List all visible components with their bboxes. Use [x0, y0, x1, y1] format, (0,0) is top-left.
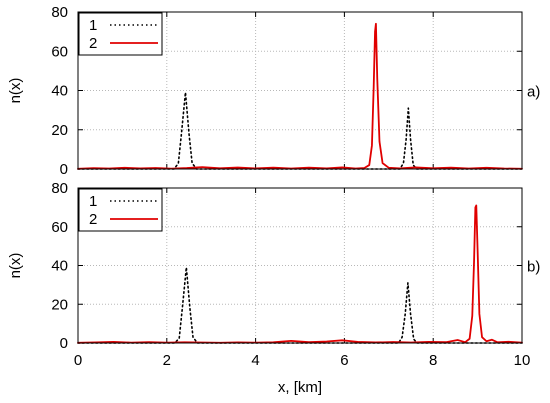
legend-label-2: 2 [89, 35, 97, 52]
y-tick-label: 20 [51, 296, 68, 313]
panel-label: b) [527, 259, 540, 276]
plot-frame [77, 11, 523, 170]
legend-label-2: 2 [89, 211, 97, 228]
series-1-line [77, 91, 523, 170]
series-2-line [77, 204, 523, 344]
x-tick-label: 10 [514, 352, 531, 369]
legend-label-1: 1 [89, 17, 97, 34]
y-tick-label: 0 [60, 335, 68, 352]
y-tick-label: 60 [51, 219, 68, 236]
series-2-line [77, 22, 523, 170]
x-tick-label: 2 [163, 352, 171, 369]
y-tick-label: 0 [60, 161, 68, 178]
y-axis-label: n(x) [7, 253, 24, 279]
y-tick-label: 40 [51, 258, 68, 275]
legend-box [78, 12, 163, 56]
series-1-line [77, 266, 523, 344]
y-tick-label: 80 [51, 4, 68, 21]
legend: 12 [78, 188, 163, 232]
y-tick-label: 40 [51, 83, 68, 100]
legend: 12 [78, 12, 163, 56]
legend-box [78, 188, 163, 232]
plot-frame [77, 187, 523, 344]
x-tick-label: 0 [74, 352, 82, 369]
x-axis-label: x, [km] [278, 379, 322, 396]
y-tick-label: 60 [51, 43, 68, 60]
x-tick-label: 6 [340, 352, 348, 369]
chart-panel-a: 0 20 40 60 80 n(x) a) 12 [7, 4, 540, 178]
legend-label-1: 1 [89, 193, 97, 210]
y-tick-label: 80 [51, 180, 68, 197]
y-axis-label: n(x) [7, 78, 24, 104]
y-tick-label: 20 [51, 122, 68, 139]
x-tick-label: 4 [251, 352, 259, 369]
x-tick-label: 8 [429, 352, 437, 369]
panel-label: a) [527, 84, 540, 101]
